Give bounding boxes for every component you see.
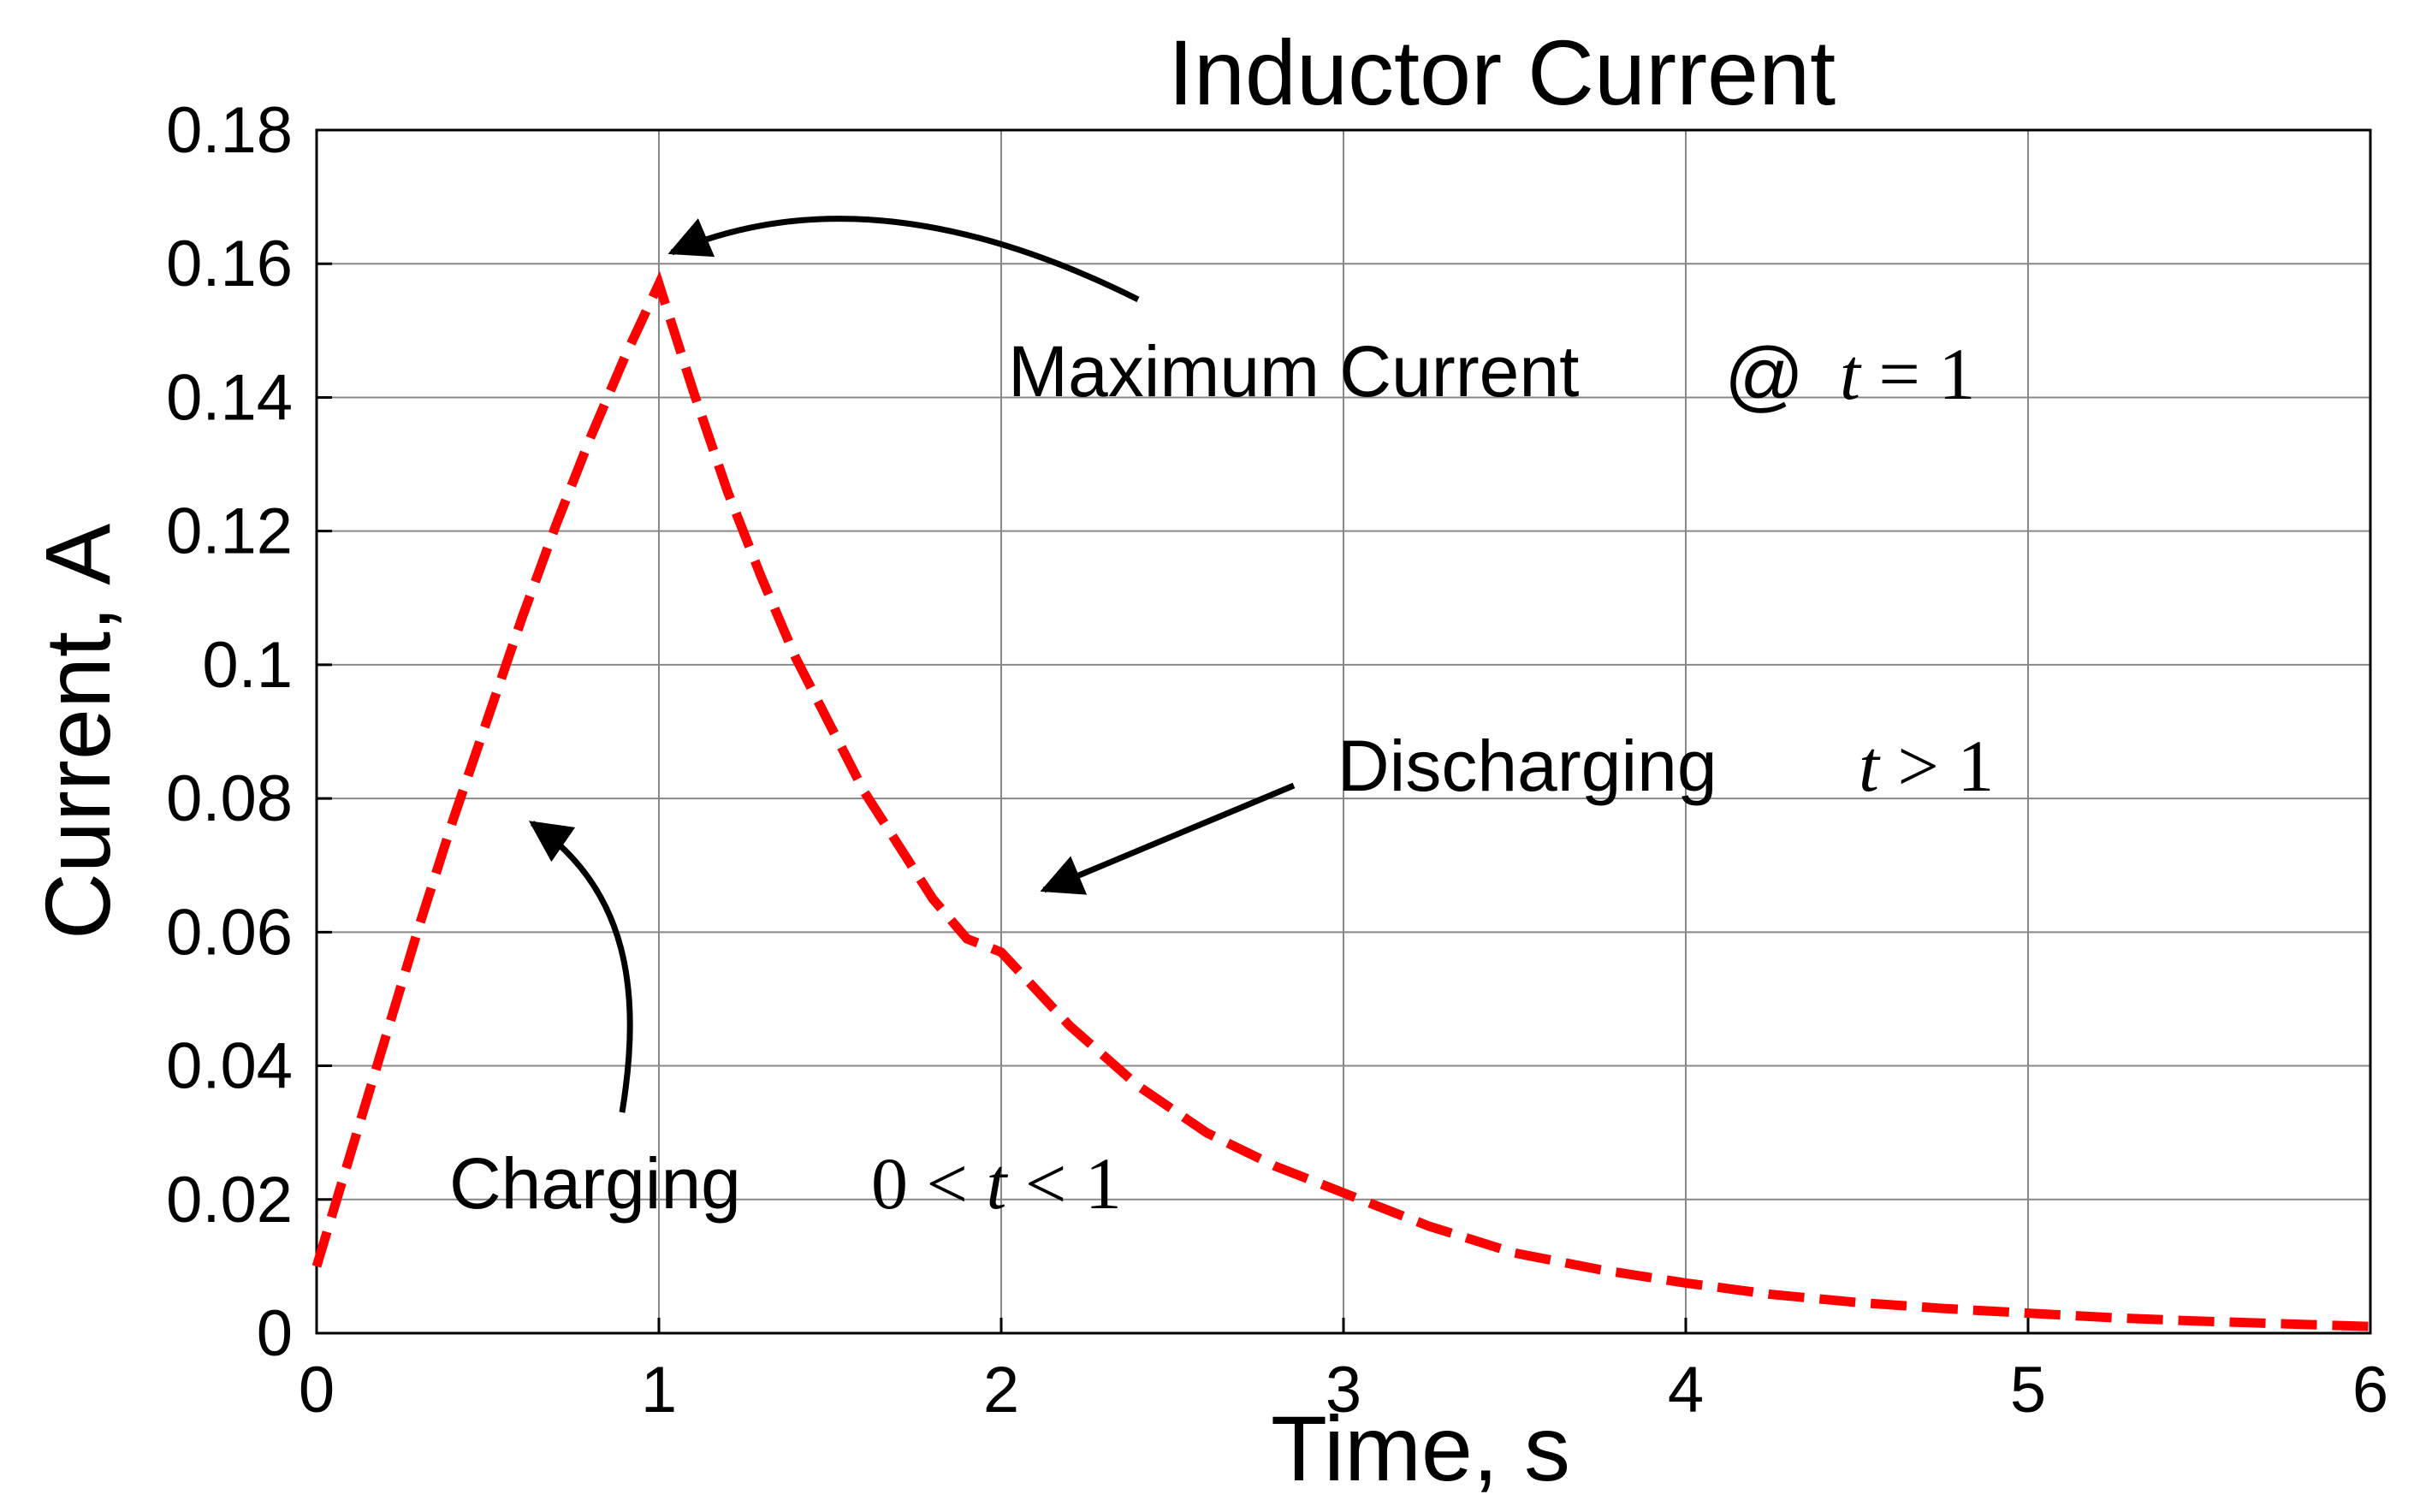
chart-title: Inductor Current <box>1168 21 1836 124</box>
arrow-charging <box>528 821 633 1113</box>
math-var-t: t <box>1840 333 1862 415</box>
math-rest: > 1 <box>1879 725 1995 807</box>
annotation-charging-label: Charging <box>449 1143 741 1224</box>
x-tick-label: 4 <box>1668 1354 1704 1426</box>
math-var-t: t <box>987 1142 1009 1224</box>
plot-frame <box>315 128 2372 1335</box>
x-axis-label: Time, s <box>1271 1396 1570 1500</box>
x-tick-label: 3 <box>1326 1354 1361 1426</box>
annotation-maximum: Maximum Current @ t = 1 <box>667 216 1975 419</box>
y-tick-label: 0.14 <box>166 361 293 434</box>
math-rest: < 1 <box>1006 1142 1122 1224</box>
x-tick-label: 2 <box>983 1354 1019 1426</box>
math-var-t: t <box>1859 725 1881 807</box>
y-axis-label: Current, A <box>26 524 129 940</box>
x-tick-label: 0 <box>299 1354 335 1426</box>
arrow-maximum <box>667 216 1140 303</box>
y-tick-label: 0.18 <box>166 94 293 167</box>
annotation-discharging: Discharging t > 1 <box>1040 725 1994 895</box>
y-tick-label: 0.1 <box>202 629 293 702</box>
x-tick-label: 6 <box>2352 1354 2388 1426</box>
annotation-charging-math: 0 < t < 1 <box>871 1142 1122 1224</box>
x-tick-labels: 0 1 2 3 4 5 6 <box>299 1354 2388 1426</box>
y-tick-label: 0.06 <box>166 896 293 969</box>
annotation-maximum-math: t = 1 <box>1840 333 1975 415</box>
annotation-charging: Charging 0 < t < 1 <box>449 821 1122 1224</box>
y-tick-label: 0.08 <box>166 762 293 835</box>
annotation-maximum-label: Maximum Current <box>1008 331 1579 412</box>
math-pre: 0 < <box>871 1142 987 1224</box>
math-rest: = 1 <box>1860 333 1976 415</box>
y-tick-label: 0.04 <box>166 1030 293 1103</box>
annotation-discharging-math: t > 1 <box>1859 725 1994 807</box>
y-tick-label: 0.12 <box>166 495 293 568</box>
annotation-maximum-at: @ <box>1724 332 1804 419</box>
x-tick-label: 5 <box>2010 1354 2046 1426</box>
y-tick-label: 0.16 <box>166 228 293 300</box>
arrow-discharging <box>1040 782 1296 895</box>
y-tick-label: 0 <box>257 1297 293 1370</box>
y-tick-labels: 0 0.02 0.04 0.06 0.08 0.1 0.12 0.14 0.16 0.18 <box>166 94 293 1370</box>
x-tick-label: 1 <box>641 1354 677 1426</box>
series-line <box>311 270 2371 1331</box>
y-tick-label: 0.02 <box>166 1164 293 1236</box>
annotation-discharging-label: Discharging <box>1337 726 1717 806</box>
